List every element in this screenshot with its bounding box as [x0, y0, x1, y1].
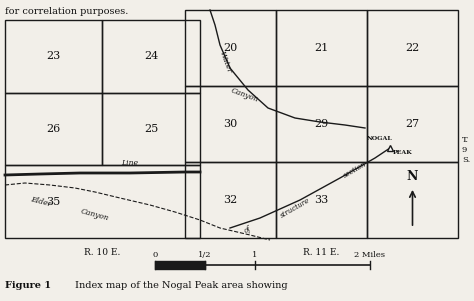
Bar — [5, 93, 102, 165]
Text: Line: Line — [121, 159, 138, 167]
Text: R. 11 E.: R. 11 E. — [303, 248, 340, 257]
Text: 25: 25 — [144, 124, 158, 134]
Text: 0: 0 — [152, 251, 158, 259]
Text: T.
9
S.: T. 9 S. — [462, 136, 470, 164]
Text: 32: 32 — [223, 195, 237, 205]
Bar — [367, 162, 458, 238]
Text: Canyon: Canyon — [230, 86, 260, 104]
Bar — [367, 86, 458, 162]
Text: NOGAL: NOGAL — [367, 135, 393, 141]
Text: Water: Water — [218, 50, 233, 74]
Text: 20: 20 — [223, 43, 237, 53]
Text: 29: 29 — [314, 119, 328, 129]
Bar — [276, 86, 367, 162]
Text: 22: 22 — [405, 43, 419, 53]
Text: for correlation purposes.: for correlation purposes. — [5, 8, 128, 17]
Text: 24: 24 — [144, 51, 158, 61]
Text: 2 Miles: 2 Miles — [355, 251, 385, 259]
Bar — [185, 86, 276, 162]
Bar — [276, 162, 367, 238]
Text: 30: 30 — [223, 119, 237, 129]
Text: R. 10 E.: R. 10 E. — [84, 248, 121, 257]
Text: 35: 35 — [46, 197, 61, 207]
Text: section: section — [342, 160, 368, 180]
Text: 26: 26 — [46, 124, 61, 134]
Text: 1/2: 1/2 — [198, 251, 212, 259]
Bar — [185, 162, 276, 238]
Bar — [276, 10, 367, 86]
Text: 1: 1 — [252, 251, 258, 259]
Text: structure: structure — [279, 196, 311, 220]
Bar — [367, 10, 458, 86]
Text: 21: 21 — [314, 43, 328, 53]
Text: 23: 23 — [46, 51, 61, 61]
Text: of: of — [243, 225, 253, 235]
Text: Canyon: Canyon — [80, 207, 110, 223]
Bar — [5, 20, 102, 93]
Text: 27: 27 — [405, 119, 419, 129]
Text: PEAK: PEAK — [393, 150, 413, 154]
Text: Elder: Elder — [30, 195, 53, 209]
Bar — [102, 93, 200, 165]
Bar — [5, 165, 200, 238]
Text: Figure 1: Figure 1 — [5, 281, 51, 290]
Text: N: N — [407, 170, 418, 184]
Bar — [185, 10, 276, 86]
Text: Index map of the Nogal Peak area showing: Index map of the Nogal Peak area showing — [75, 281, 288, 290]
Text: 33: 33 — [314, 195, 328, 205]
Bar — [102, 20, 200, 93]
